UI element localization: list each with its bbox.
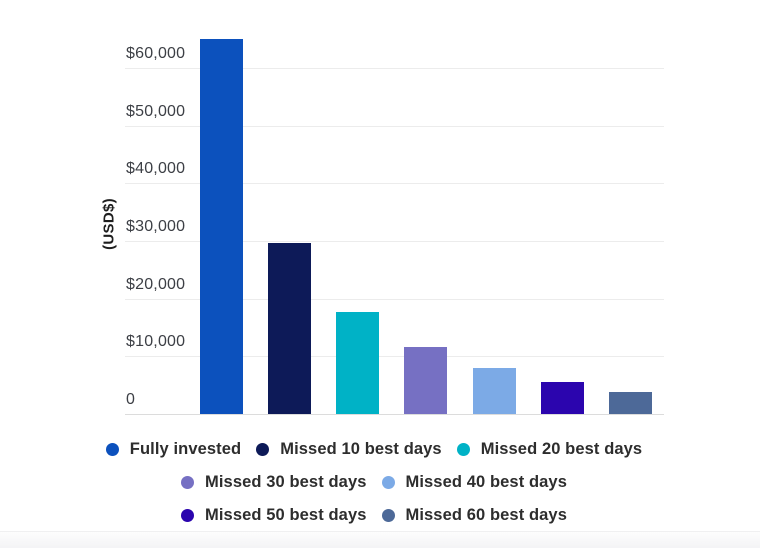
- x-axis-line: [125, 414, 664, 415]
- legend-row: Missed 50 best days Missed 60 best days: [181, 506, 567, 525]
- legend-item-label: Missed 20 best days: [480, 440, 643, 458]
- legend-swatch-icon: [105, 443, 119, 456]
- legend-swatch-icon: [256, 443, 270, 456]
- y-tick-label: 0: [126, 391, 136, 408]
- legend-item-missed-40-best-days: Missed 40 best days: [381, 473, 567, 492]
- y-tick-label: $20,000: [126, 275, 186, 293]
- gridline: [125, 356, 664, 358]
- legend-item-missed-30-best-days: Missed 30 best days: [181, 473, 366, 492]
- legend-swatch-icon: [181, 476, 195, 489]
- section-divider: [0, 531, 760, 548]
- legend-item-missed-60-best-days: Missed 60 best days: [381, 506, 567, 525]
- legend-item-label: Fully invested: [129, 440, 242, 458]
- legend-swatch-icon: [381, 509, 395, 522]
- gridline: [125, 298, 664, 300]
- legend-item-label: Missed 10 best days: [280, 440, 442, 458]
- y-tick-label: $50,000: [126, 102, 186, 120]
- legend-row: Missed 30 best days Missed 40 best days: [181, 473, 567, 492]
- bar-missed-40-best-days: [472, 368, 516, 414]
- bar-fully-invested: [199, 39, 243, 414]
- bar-missed-50-best-days: [541, 382, 584, 414]
- y-tick-label: $40,000: [126, 160, 186, 178]
- legend-swatch-icon: [456, 443, 470, 456]
- legend-swatch-icon: [181, 509, 195, 522]
- legend-swatch-icon: [381, 476, 395, 489]
- legend-item-missed-50-best-days: Missed 50 best days: [181, 506, 366, 525]
- bar-missed-10-best-days: [267, 242, 311, 414]
- gridline: [125, 240, 664, 242]
- legend-item-label: Missed 30 best days: [205, 473, 367, 491]
- legend-row: Fully invested Missed 10 best days Missed …: [105, 440, 643, 459]
- gridline: [125, 183, 664, 185]
- y-tick-label: $10,000: [126, 333, 186, 351]
- gridline: [125, 67, 664, 69]
- y-axis-title: (USD$): [100, 198, 118, 250]
- gridline: [125, 125, 664, 127]
- legend: Fully invested Missed 10 best days Missed …: [0, 440, 748, 525]
- legend-item-label: Missed 50 best days: [205, 506, 367, 524]
- bar-missed-20-best-days: [336, 311, 380, 414]
- y-tick-label: $60,000: [126, 44, 186, 62]
- legend-item-missed-20-best-days: Missed 20 best days: [456, 440, 643, 459]
- legend-item-missed-10-best-days: Missed 10 best days: [256, 440, 442, 459]
- legend-item-label: Missed 60 best days: [405, 506, 567, 524]
- y-tick-label: $30,000: [126, 217, 186, 235]
- bar-missed-30-best-days: [404, 347, 448, 414]
- legend-item-label: Missed 40 best days: [405, 473, 567, 491]
- bar-missed-60-best-days: [609, 391, 653, 414]
- legend-item-fully-invested: Fully invested: [105, 440, 242, 459]
